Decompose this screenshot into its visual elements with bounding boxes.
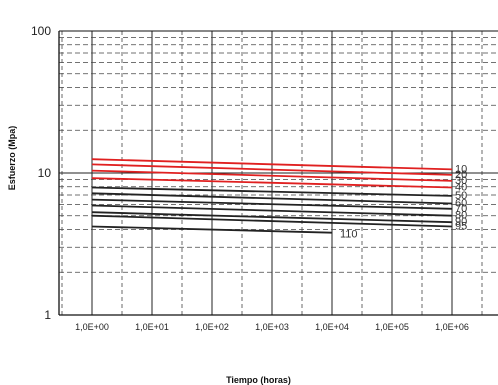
x-axis-title: Tiempo (horas) [226,375,291,385]
tick-labels: 1,0E+00 1,0E+01 1,0E+02 1,0E+03 1,0E+04 1,0E+… [31,24,469,332]
plot-frame [58,30,498,316]
series-line-90 [91,211,453,224]
curve-label-110: 110 [340,229,358,241]
series-line-50 [91,186,453,197]
curve-label-90: 90 [455,216,467,228]
series-line-110 [91,225,333,234]
curve-label-20: 20 [455,169,467,181]
curve-label-40: 40 [455,182,467,194]
curve-label-50: 50 [455,190,467,202]
curve-label-95: 95 [455,220,467,232]
x-tick-label: 1,0E+00 [75,322,109,332]
curve-label-70: 70 [455,203,467,215]
x-tick-label: 1,0E+03 [255,322,289,332]
series-line-70 [91,198,453,210]
series-line-60 [91,192,453,205]
series-line-40 [91,177,453,189]
curve-label-60: 60 [455,197,467,209]
curve-label-80: 80 [455,210,467,222]
curve-label-10: 10 [455,163,467,175]
y-axis-title: Esfuerzo (Mpa) [7,126,17,191]
series-line-80 [91,204,453,217]
grid [59,30,498,316]
y-tick-label: 100 [31,24,51,38]
x-tick-label: 1,0E+05 [375,322,409,332]
y-tick-label: 1 [44,308,51,322]
x-tick-label: 1,0E+04 [315,322,349,332]
y-tick-label: 10 [38,166,52,180]
x-tick-label: 1,0E+01 [135,322,169,332]
series-line-20 [91,163,453,176]
series-lines [91,158,453,234]
series-line-30 [91,169,453,182]
curve-label-30: 30 [455,175,467,187]
x-tick-label: 1,0E+06 [435,322,469,332]
x-tick-label: 1,0E+02 [195,322,229,332]
series-line-95 [91,214,453,228]
series-line-10 [91,158,453,171]
